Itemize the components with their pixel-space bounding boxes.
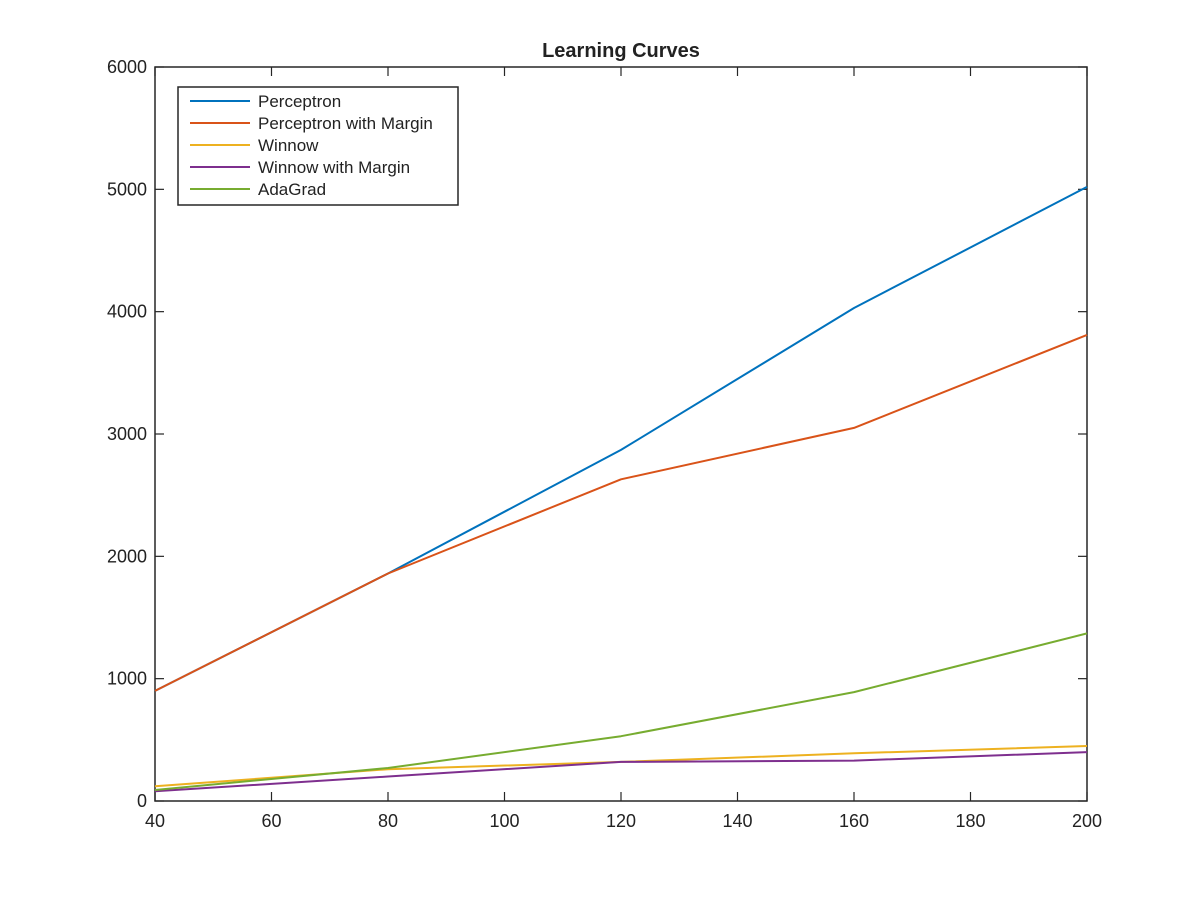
x-tick-label: 40: [145, 811, 165, 831]
x-tick-label: 180: [955, 811, 985, 831]
legend-label: Winnow with Margin: [258, 158, 410, 177]
y-tick-label: 3000: [107, 424, 147, 444]
series-line-perceptron-with-margin: [154, 333, 1088, 692]
legend-label: Perceptron: [258, 92, 341, 111]
x-tick-label: 100: [489, 811, 519, 831]
chart-title: Learning Curves: [542, 40, 700, 62]
y-tick-label: 2000: [107, 546, 147, 566]
y-tick-label: 5000: [107, 179, 147, 199]
y-tick-label: 1000: [107, 669, 147, 689]
legend-label: Winnow: [258, 136, 319, 155]
x-tick-label: 120: [606, 811, 636, 831]
axes: 40 60 80 100 120 140 160 180 2000100020003000400…: [107, 57, 1102, 831]
x-tick-label: 200: [1072, 811, 1102, 831]
series-line-perceptron: [154, 186, 1088, 692]
series-line-winnow-with-margin: [154, 751, 1088, 793]
series-lines: [154, 186, 1088, 793]
x-tick-label: 140: [722, 811, 752, 831]
series-line-winnow: [154, 745, 1088, 788]
legend-label: Perceptron with Margin: [258, 114, 433, 133]
x-tick-label: 160: [839, 811, 869, 831]
legend: Perceptron Perceptron with Margin Winnow Wi…: [177, 86, 459, 206]
legend-label: AdaGrad: [258, 180, 326, 199]
y-tick-label: 6000: [107, 57, 147, 77]
y-tick-label: 4000: [107, 302, 147, 322]
y-tick-label: 0: [137, 791, 147, 811]
x-tick-label: 80: [378, 811, 398, 831]
x-tick-label: 60: [261, 811, 281, 831]
series-line-adagrad: [154, 632, 1088, 791]
